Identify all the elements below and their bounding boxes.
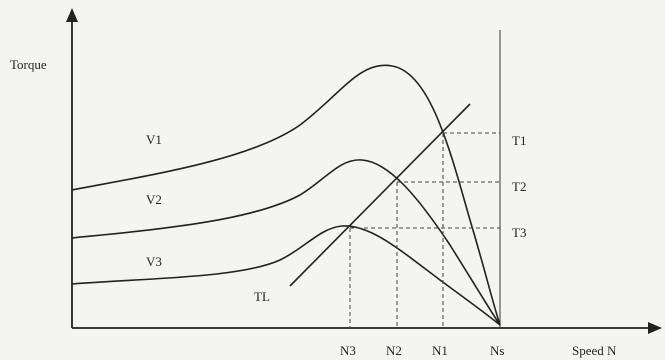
load-line [290,104,470,286]
speed-label: Ns [490,343,504,358]
speed-label: N2 [386,343,402,358]
torque-label: T1 [512,133,526,148]
speed-label: N1 [432,343,448,358]
torque-label: T3 [512,225,526,240]
x-axis-label: Speed N [572,343,617,358]
x-axis-arrow [648,322,662,334]
curve-label: V1 [146,132,162,147]
curve-label: V3 [146,254,162,269]
torque-label: T2 [512,179,526,194]
torque-guides [350,133,500,228]
curve-v3 [72,226,500,325]
curve-v2 [72,160,500,325]
curve-label: TL [254,289,270,304]
speed-guides [350,133,443,328]
speed-label: N3 [340,343,356,358]
curve-label: V2 [146,192,162,207]
torque-speed-diagram: Torque Speed N V1 V2 V3 TL T1 T2 T3 N3 N… [0,0,665,360]
curve-v1 [72,65,500,325]
y-axis-label: Torque [10,57,47,72]
y-axis-arrow [66,8,78,22]
